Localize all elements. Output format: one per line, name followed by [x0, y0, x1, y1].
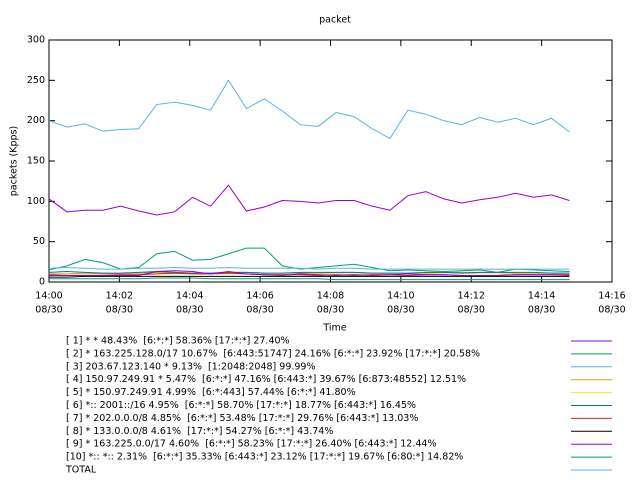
legend-label: [ 9] * 163.225.0.0/17 4.60% [6:*:*] 58.2…: [66, 439, 436, 450]
x-tick-label: 08/30: [106, 305, 133, 316]
x-tick-label: 14:04: [176, 291, 203, 302]
chart-title: packet: [319, 15, 351, 26]
series-line: [48, 184, 570, 216]
y-tick-label: 300: [27, 35, 45, 46]
x-tick-label: 08/30: [598, 305, 625, 316]
x-tick-label: 08/30: [458, 305, 485, 316]
legend-label: [ 8] * 133.0.0.0/8 4.61% [17:*:*] 54.27%…: [66, 426, 333, 437]
x-tick-label: 08/30: [387, 305, 414, 316]
y-axis-title: packets (Kpps): [9, 126, 20, 196]
series-line: [49, 277, 570, 281]
legend-label: [ 5] * 150.97.249.91 4.99% [6:*:443] 57.…: [66, 387, 356, 398]
series-line: [48, 270, 570, 277]
y-tick-label: 250: [27, 75, 45, 86]
plot-border: [48, 39, 613, 283]
y-tick-label: 50: [33, 236, 45, 247]
legend-label: [ 6] *:: 2001::/16 4.95% [6:*:*] 58.70% …: [66, 400, 416, 411]
x-tick-label: 14:10: [387, 291, 414, 302]
y-tick-label: 200: [27, 115, 45, 126]
legend-label: [ 7] * 202.0.0.0/8 4.85% [6:*:*] 53.48% …: [66, 413, 418, 424]
x-tick-label: 14:02: [106, 291, 133, 302]
y-tick-label: 100: [27, 196, 45, 207]
series-line: [48, 271, 570, 274]
x-tick-label: 14:00: [35, 291, 62, 302]
x-tick-label: 08/30: [35, 305, 62, 316]
series-line: [48, 266, 570, 270]
series-line: [48, 79, 570, 140]
series-line: [49, 275, 570, 278]
legend-label: [ 1] * * 48.43% [6:*:*] 58.36% [17:*:*] …: [66, 336, 290, 347]
legend-label: [10] *:: *:: 2.31% [6:*:*] 35.33% [6:443…: [66, 452, 463, 463]
legend-label: TOTAL: [65, 465, 97, 476]
x-tick-label: 08/30: [528, 305, 555, 316]
x-tick-label: 14:06: [246, 291, 273, 302]
x-axis-title: Time: [322, 323, 346, 334]
x-tick-label: 08/30: [176, 305, 203, 316]
x-tick-label: 14:08: [317, 291, 344, 302]
x-tick-label: 14:12: [458, 291, 485, 302]
legend-label: [ 4] 150.97.249.91 * 5.47% [6:*:*] 47.16…: [66, 374, 466, 385]
y-tick-label: 150: [27, 156, 45, 167]
x-tick-label: 14:14: [528, 291, 555, 302]
legend-label: [ 3] 203.67.123.140 * 9.13% [1:2048:2048…: [66, 361, 316, 372]
x-tick-label: 14:16: [598, 291, 625, 302]
y-tick-label: 0: [39, 277, 45, 288]
legend-label: [ 2] * 163.225.128.0/17 10.67% [6:443:51…: [66, 348, 480, 359]
x-tick-label: 08/30: [317, 305, 344, 316]
x-tick-label: 08/30: [246, 305, 273, 316]
